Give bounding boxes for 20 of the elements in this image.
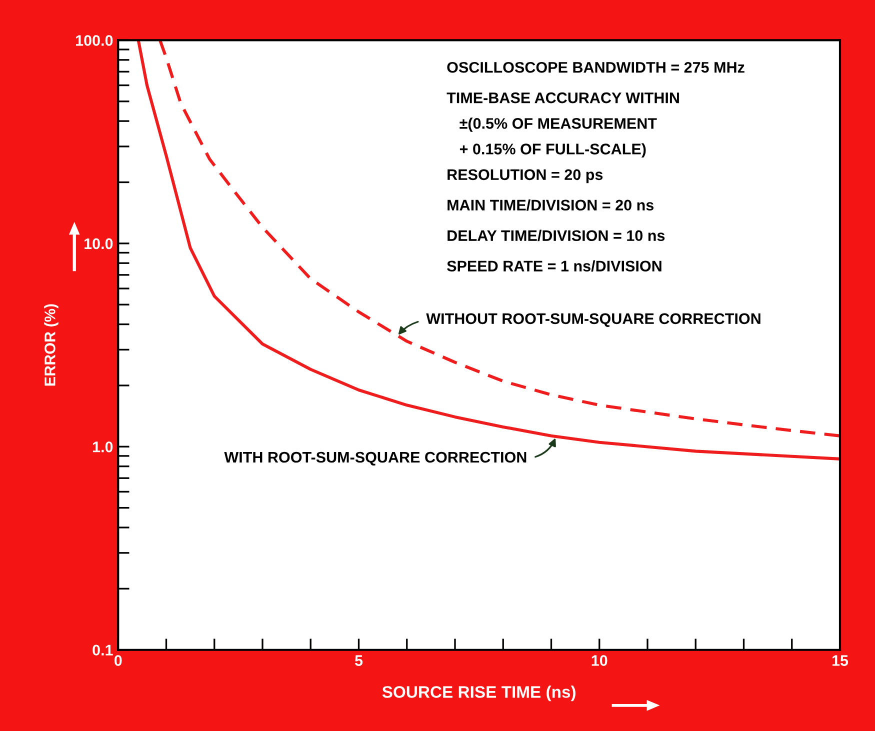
y-axis-title: ERROR (%) — [44, 304, 58, 386]
annotation: WITH ROOT-SUM-SQUARE CORRECTION — [224, 452, 526, 466]
annotation: MAIN TIME/DIVISION = 20 ns — [448, 199, 654, 211]
x-tick-label: 5 — [354, 655, 363, 666]
x-tick-label: 0 — [114, 655, 122, 666]
annotation: RESOLUTION = 20 ps — [448, 169, 603, 184]
annotation: ±(0.5% OF MEASUREMENT — [460, 118, 657, 132]
y-tick-label: 1.0 — [92, 442, 113, 452]
y-tick-label: 100.0 — [76, 35, 113, 46]
annotation: SPEED RATE = 1 ns/DIVISION — [447, 260, 662, 272]
annotation: + 0.15% OF FULL-SCALE) — [460, 143, 646, 158]
x-axis-title: SOURCE RISE TIME (ns) — [382, 686, 576, 702]
x-tick-label: 10 — [592, 655, 608, 666]
y-tick-label: 0.1 — [92, 644, 113, 656]
annotation: TIME-BASE ACCURACY WITHIN — [446, 92, 679, 104]
annotation: WITHOUT ROOT-SUM-SQUARE CORRECTION — [426, 313, 760, 327]
annotation: OSCILLOSCOPE BANDWIDTH = 275 MHz — [447, 62, 744, 73]
y-tick-label: 10.0 — [84, 238, 113, 250]
x-tick-label: 15 — [832, 655, 848, 666]
annotation: DELAY TIME/DIVISION = 10 ns — [448, 230, 665, 242]
